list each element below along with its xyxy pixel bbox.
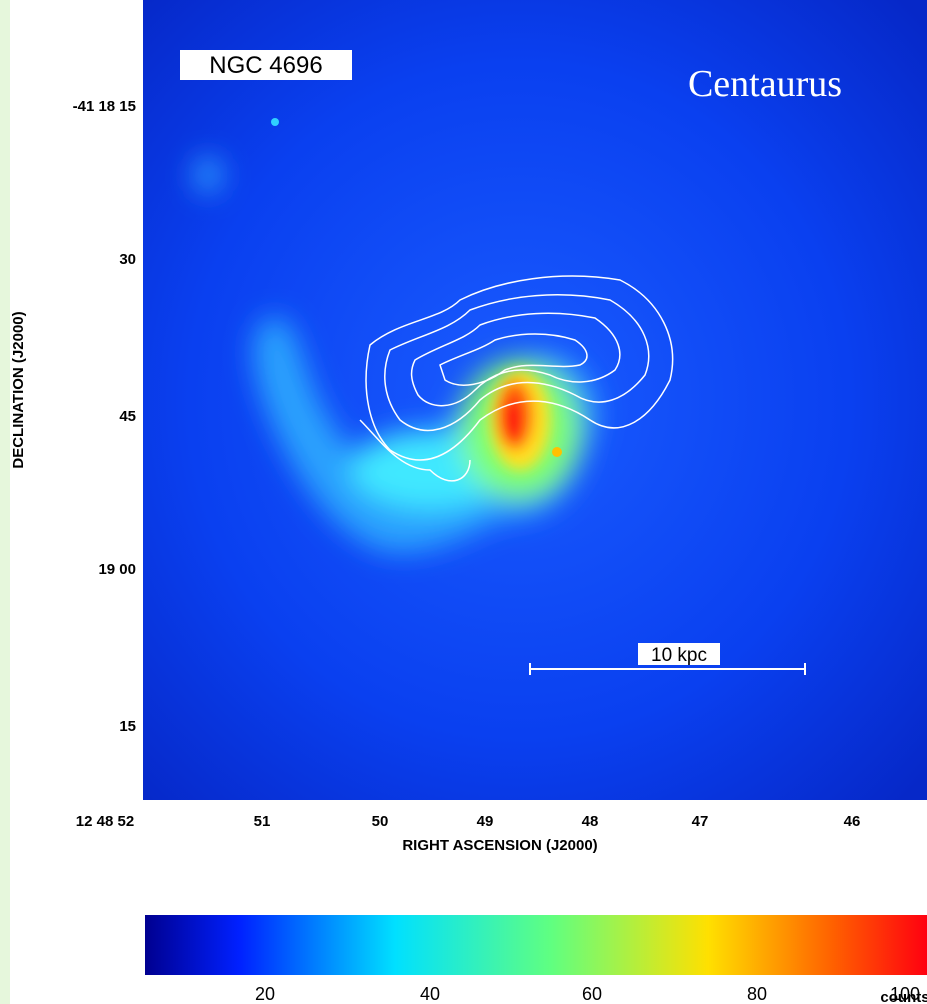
colorbar-tick-label: 60 (582, 984, 602, 1004)
figure: NGC 4696 Centaurus 10 kpc DECLINATION (J… (0, 0, 927, 1004)
x-tick-label: 50 (372, 813, 389, 830)
scale-label: 10 kpc (651, 645, 707, 666)
side-strip (0, 0, 10, 1004)
colorbar (145, 915, 927, 975)
x-tick-label: 48 (582, 813, 599, 830)
y-tick-label: -41 18 15 (73, 98, 136, 115)
colorbar-tick-label: 80 (747, 984, 767, 1004)
x-tick-label: 12 48 52 (76, 813, 134, 830)
x-axis-title: RIGHT ASCENSION (J2000) (402, 837, 597, 854)
y-tick-label: 19 00 (98, 561, 136, 578)
point-source (271, 118, 279, 126)
x-tick-label: 51 (254, 813, 271, 830)
x-tick-label: 49 (477, 813, 494, 830)
colorbar-tick-label: 40 (420, 984, 440, 1004)
y-axis-title: DECLINATION (J2000) (10, 311, 27, 468)
y-tick-label: 30 (119, 251, 136, 268)
y-tick-label: 45 (119, 408, 136, 425)
object-label: NGC 4696 (209, 52, 322, 79)
x-tick-label: 47 (692, 813, 709, 830)
title: Centaurus (688, 63, 842, 105)
y-tick-label: 15 (119, 718, 136, 735)
point-source (552, 447, 562, 457)
colorbar-tick-label: 20 (255, 984, 275, 1004)
x-tick-label: 46 (844, 813, 861, 830)
colorbar-tick-label: 100 (890, 984, 920, 1004)
core (490, 370, 550, 470)
